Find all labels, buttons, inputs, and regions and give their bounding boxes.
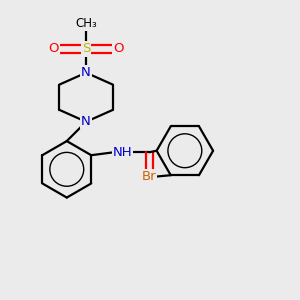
Text: O: O bbox=[144, 174, 154, 187]
Text: O: O bbox=[113, 42, 124, 56]
Text: N: N bbox=[81, 115, 91, 128]
Text: O: O bbox=[48, 42, 59, 56]
Text: S: S bbox=[82, 42, 90, 56]
Text: NH: NH bbox=[112, 146, 132, 159]
Text: CH₃: CH₃ bbox=[75, 17, 97, 30]
Text: Br: Br bbox=[142, 170, 156, 183]
Text: N: N bbox=[81, 66, 91, 79]
